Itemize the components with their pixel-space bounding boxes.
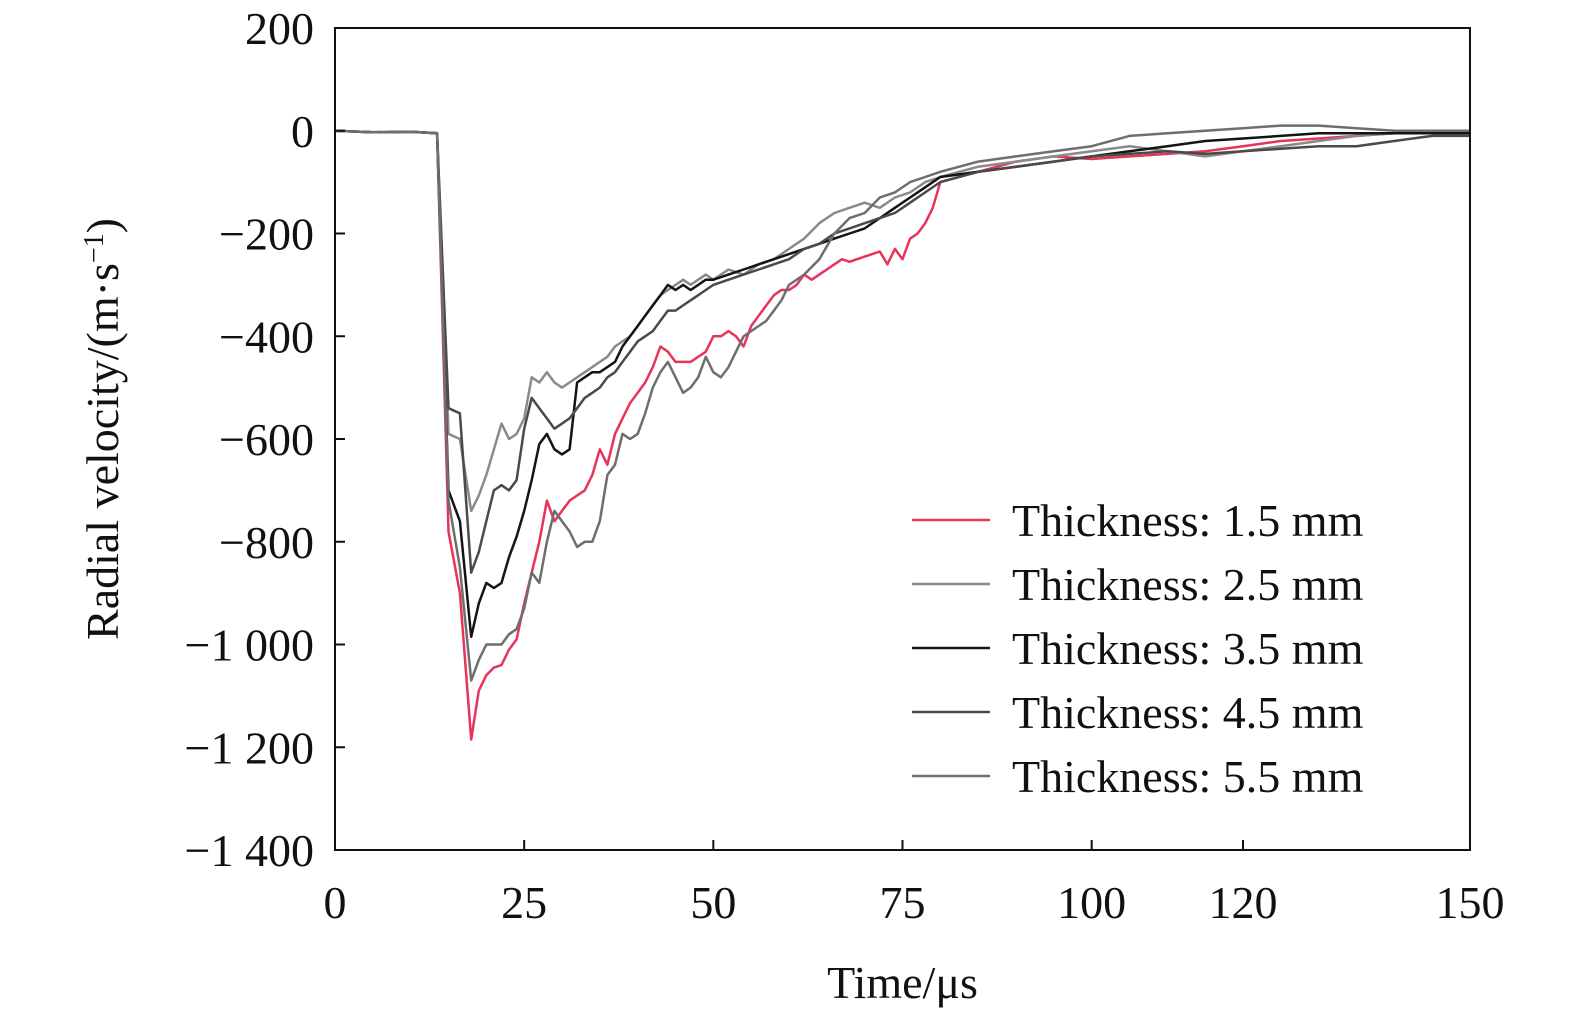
x-tick-label: 120 bbox=[1209, 877, 1278, 928]
y-axis: 200 0 −200 −400 −600 −800 −1 000 −1 200 −1 400 bbox=[185, 3, 345, 876]
legend-label-4: Thickness: 4.5 mm bbox=[1012, 687, 1364, 738]
series-line-2 bbox=[334, 129, 1470, 513]
series-line-5 bbox=[334, 124, 1470, 682]
y-axis-title-close: ) bbox=[77, 218, 128, 233]
y-tick-label: −600 bbox=[219, 414, 314, 465]
x-tick-label: 150 bbox=[1436, 877, 1505, 928]
y-axis-title-superscript: −1 bbox=[79, 233, 110, 263]
y-tick-label: −1 000 bbox=[185, 620, 314, 671]
x-axis: 0 25 50 75 100 120 150 bbox=[324, 840, 1505, 928]
x-tick-label: 50 bbox=[690, 877, 736, 928]
y-tick-label: 200 bbox=[245, 3, 314, 54]
x-axis-title: Time/μs bbox=[827, 957, 978, 1008]
y-tick-label: −1 200 bbox=[185, 722, 314, 773]
legend-label-5: Thickness: 5.5 mm bbox=[1012, 751, 1364, 802]
x-tick-label: 0 bbox=[324, 877, 347, 928]
legend: Thickness: 1.5 mm Thickness: 2.5 mm Thickn… bbox=[912, 495, 1364, 802]
series-layer bbox=[334, 124, 1470, 741]
y-tick-label: 0 bbox=[291, 106, 314, 157]
x-tick-label: 25 bbox=[501, 877, 547, 928]
x-tick-label: 100 bbox=[1057, 877, 1126, 928]
y-tick-label: −400 bbox=[219, 311, 314, 362]
y-tick-label: −1 400 bbox=[185, 825, 314, 876]
y-tick-label: −800 bbox=[219, 517, 314, 568]
y-axis-title: Radial velocity/(m·s−1) bbox=[77, 218, 128, 640]
series-line-4 bbox=[334, 129, 1470, 574]
legend-label-2: Thickness: 2.5 mm bbox=[1012, 559, 1364, 610]
y-axis-title-main: Radial velocity/(m·s bbox=[77, 263, 128, 640]
x-tick-label: 75 bbox=[880, 877, 926, 928]
legend-label-3: Thickness: 3.5 mm bbox=[1012, 623, 1364, 674]
legend-label-1: Thickness: 1.5 mm bbox=[1012, 495, 1364, 546]
y-tick-label: −200 bbox=[219, 209, 314, 260]
